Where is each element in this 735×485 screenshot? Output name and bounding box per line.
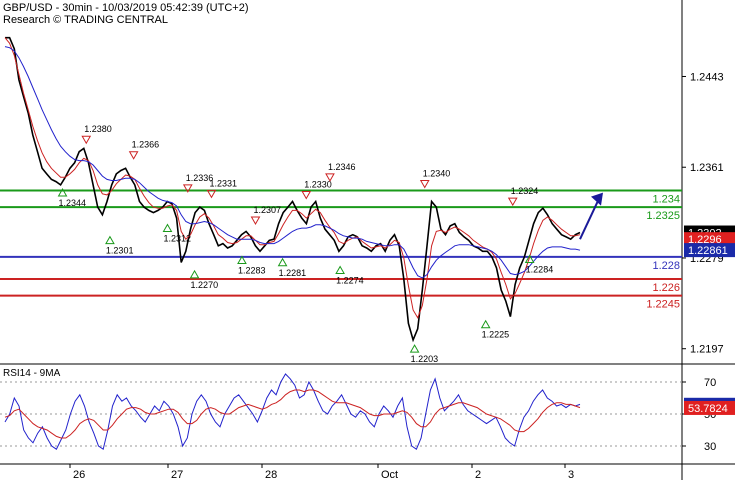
swing-low-label: 1.2301 xyxy=(106,246,134,256)
swing-high-label: 1.2366 xyxy=(132,140,160,150)
x-tick-label: 3 xyxy=(568,469,574,480)
swing-high-label: 1.2330 xyxy=(304,180,332,190)
swing-high-label: 1.2336 xyxy=(186,173,214,183)
swing-high-marker xyxy=(301,191,312,200)
swing-high-marker xyxy=(325,173,335,182)
swing-low-marker xyxy=(57,188,68,197)
rsi-tick-label: 70 xyxy=(704,377,716,389)
level-label: 1.2245 xyxy=(646,299,680,311)
chart-subtitle: Research © TRADING CENTRAL xyxy=(3,14,168,26)
swing-low-marker xyxy=(524,254,535,263)
swing-low-marker xyxy=(237,255,247,265)
swing-low-label: 1.2283 xyxy=(238,266,266,276)
swing-low-label: 1.2270 xyxy=(191,280,219,290)
level-label: 1.2325 xyxy=(646,210,680,222)
swing-low-label: 1.2274 xyxy=(336,276,364,286)
swing-low-marker xyxy=(480,319,491,329)
rsi-panel: 70503055.758553.7824 xyxy=(0,373,735,453)
swing-low-label: 1.2344 xyxy=(59,198,87,208)
swing-low-marker xyxy=(409,344,420,353)
swing-high-marker xyxy=(419,179,430,189)
x-tick-label: 27 xyxy=(171,469,183,480)
swing-low-marker xyxy=(162,223,173,232)
swing-high-label: 1.2331 xyxy=(209,178,237,188)
swing-low-label: 1.2203 xyxy=(411,354,439,364)
x-axis: 26 27 28 Oct 2 3 xyxy=(0,463,735,481)
level-label: 1.234 xyxy=(652,193,680,205)
projection-arrow-head xyxy=(591,192,603,206)
x-tick-label: 28 xyxy=(265,469,277,480)
swing-low-label: 1.2281 xyxy=(279,268,307,278)
level-label: 1.226 xyxy=(652,282,680,294)
swing-high-marker xyxy=(128,151,139,160)
swing-low-label: 1.2225 xyxy=(482,330,510,340)
price-series-line xyxy=(4,37,581,319)
rsi-series-line xyxy=(4,373,581,451)
rsi-title: RSI14 - 9MA xyxy=(3,368,61,379)
swing-high-marker xyxy=(250,216,261,225)
swing-high-label: 1.2380 xyxy=(84,124,112,134)
swing-high-label: 1.2346 xyxy=(328,162,356,172)
swing-high-label: 1.2324 xyxy=(511,186,539,196)
current-price-box xyxy=(684,232,735,247)
price-tick-label: 1.2361 xyxy=(690,162,724,174)
swing-low-marker xyxy=(105,235,115,245)
swing-high-marker xyxy=(507,197,518,207)
rsi-tick-label: 30 xyxy=(704,441,716,453)
price-series-line xyxy=(5,36,581,343)
swing-low-marker xyxy=(335,265,345,275)
swing-low-marker xyxy=(277,257,288,267)
swing-high-marker xyxy=(206,189,217,199)
swing-low-label: 1.2312 xyxy=(163,233,191,243)
x-tick-label: Oct xyxy=(381,469,398,480)
rsi-current-label: 53.7824 xyxy=(688,403,728,415)
current-price-box xyxy=(684,243,735,258)
x-tick-label: 26 xyxy=(73,469,85,480)
swing-low-marker xyxy=(189,269,200,279)
swing-high-marker xyxy=(81,135,92,145)
swing-high-label: 1.2340 xyxy=(423,168,451,178)
rsi-series-line xyxy=(4,389,581,439)
current-price-label: 1.22861 xyxy=(688,245,728,257)
price-tick-label: 1.2197 xyxy=(690,344,724,356)
level-label: 1.228 xyxy=(652,260,680,272)
price-tick-label: 1.2443 xyxy=(690,71,724,83)
swing-high-label: 1.2307 xyxy=(253,205,281,215)
swing-low-label: 1.2284 xyxy=(526,264,554,274)
price-series-line xyxy=(4,46,581,279)
swing-high-marker xyxy=(182,184,193,193)
chart-title: GBP/USD - 30min - 10/03/2019 05:42:39 (U… xyxy=(3,2,249,14)
x-tick-label: 2 xyxy=(475,469,481,480)
rsi-current-box xyxy=(684,400,735,415)
projection-arrow-line xyxy=(579,198,600,240)
